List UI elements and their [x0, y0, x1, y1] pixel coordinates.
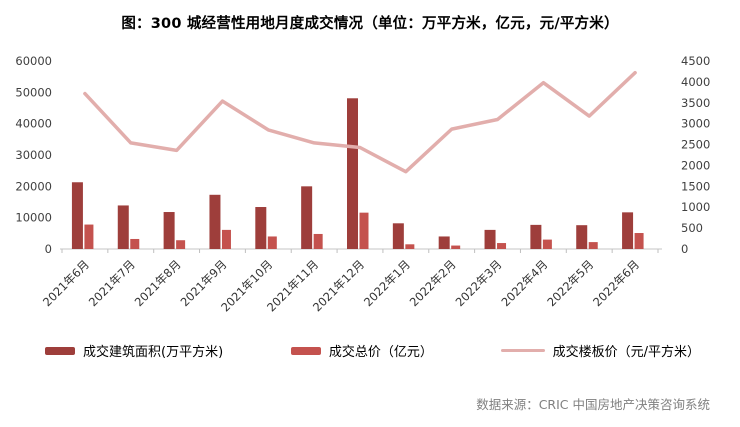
x-axis-category-label: 2021年6月	[40, 257, 92, 309]
left-axis-tick-label: 30000	[15, 148, 52, 162]
legend-label: 成交建筑面积(万平方米)	[83, 345, 224, 360]
x-axis-category-label: 2022年6月	[590, 257, 642, 309]
right-axis-tick-label: 4500	[681, 54, 710, 68]
x-axis-category-label: 2021年8月	[132, 257, 184, 309]
bar-area-2022年4月	[530, 224, 542, 249]
legend-item-floor-price: 成交楼板价（元/平方米）	[500, 341, 700, 360]
x-axis-category-label: 2022年4月	[498, 257, 550, 309]
x-axis-category-label: 2022年2月	[407, 257, 459, 309]
bar-area-2021年10月	[255, 207, 267, 249]
combo-chart-plot-area: 0 10000 20000 30000 40000 50000 60000 0 500 1000 1…	[15, 54, 710, 314]
bar-total-price-2021年9月	[221, 229, 231, 249]
left-axis-tick-label: 60000	[15, 54, 52, 68]
bar-area-2021年11月	[301, 186, 313, 249]
left-axis-tick-label: 40000	[15, 117, 52, 131]
bar-area-2021年7月	[117, 205, 129, 249]
legend-label: 成交总价（亿元）	[328, 345, 433, 360]
bar-total-price-2021年7月	[130, 238, 140, 249]
legend-bar-swatch-icon	[290, 346, 321, 355]
legend-item-total-price: 成交总价（亿元）	[290, 341, 433, 360]
right-axis-tick-label: 500	[681, 221, 703, 235]
bar-total-price-2021年11月	[313, 233, 323, 249]
chart-legend: 成交建筑面积(万平方米) 成交总价（亿元） 成交楼板价（元/平方米）	[0, 341, 740, 360]
legend-item-area: 成交建筑面积(万平方米)	[45, 341, 223, 360]
line-floor-price	[83, 70, 637, 174]
right-axis-tick-label: 0	[681, 242, 688, 256]
x-axis-category-label: 2022年1月	[361, 257, 413, 309]
right-axis-tick-label: 2000	[681, 158, 710, 172]
bar-area-2021年6月	[71, 182, 83, 249]
bar-area-2022年3月	[484, 229, 496, 249]
chart-title: 图：300 城经营性用地月度成交情况（单位：万平方米，亿元，元/平方米）	[121, 16, 619, 32]
right-axis-tick-label: 3500	[681, 96, 710, 110]
left-axis-tick-label: 0	[45, 242, 52, 256]
right-axis-tick-label: 4000	[681, 75, 710, 89]
x-axis-category-label: 2022年3月	[453, 257, 505, 309]
bar-area-2021年12月	[347, 98, 358, 249]
legend-line-swatch-icon	[500, 348, 545, 353]
bar-total-price-2021年8月	[176, 240, 186, 249]
x-axis-category-label: 2022年5月	[544, 257, 596, 309]
left-axis-tick-label: 50000	[15, 85, 52, 99]
bar-total-price-2022年1月	[405, 244, 415, 249]
data-source-note: 数据来源：CRIC 中国房地产决策咨询系统	[476, 397, 710, 412]
bar-area-2022年1月	[392, 223, 404, 249]
bar-total-price-2022年5月	[588, 242, 598, 249]
bar-total-price-2022年2月	[451, 245, 461, 249]
legend-label: 成交楼板价（元/平方米）	[552, 345, 700, 360]
right-axis-tick-label: 1500	[681, 179, 710, 193]
bar-total-price-2022年4月	[542, 239, 552, 249]
bar-area-2021年8月	[163, 212, 175, 249]
left-axis-tick-label: 20000	[15, 179, 52, 193]
bar-total-price-2021年6月	[84, 224, 94, 249]
legend-bar-swatch-icon	[45, 346, 75, 355]
x-axis-category-label: 2021年7月	[86, 257, 138, 309]
bar-total-price-2022年3月	[497, 243, 507, 249]
bar-total-price-2022年6月	[634, 233, 644, 249]
bar-total-price-2021年12月	[359, 212, 369, 249]
bar-total-price-2021年10月	[267, 236, 277, 249]
right-axis-tick-label: 2500	[681, 138, 710, 152]
bar-area-2022年2月	[438, 236, 450, 249]
left-axis-tick-label: 10000	[15, 211, 52, 225]
right-axis-tick-label: 3000	[681, 117, 710, 131]
right-axis-tick-label: 1000	[681, 200, 710, 214]
bar-area-2022年6月	[622, 212, 634, 249]
bar-area-2021年9月	[209, 194, 221, 249]
bar-area-2022年5月	[576, 225, 588, 249]
